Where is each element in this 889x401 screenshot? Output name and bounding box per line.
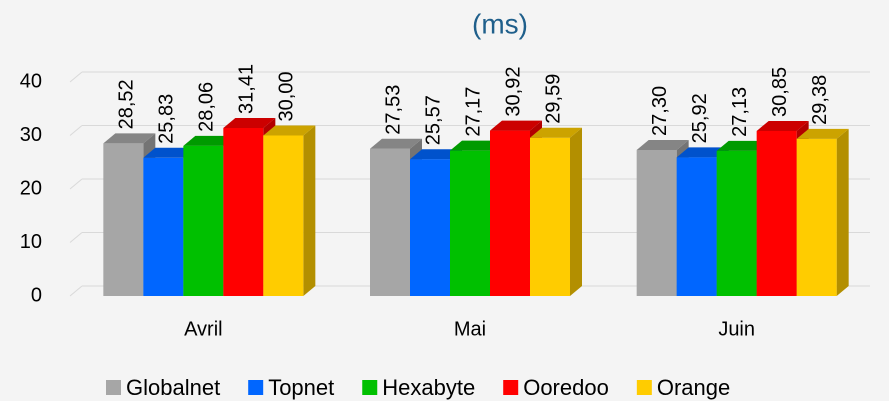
bar-top xyxy=(183,135,236,146)
bar-top xyxy=(490,120,542,131)
data-label: 28,52 xyxy=(116,79,138,129)
bar-top xyxy=(756,120,809,131)
bar-front xyxy=(490,130,530,296)
legend-swatch xyxy=(636,380,652,395)
bar xyxy=(263,125,316,296)
bar-top xyxy=(450,140,502,151)
data-label: 27,13 xyxy=(729,87,751,137)
bar-front xyxy=(636,149,677,296)
bar-top xyxy=(223,117,276,128)
legend-label: Hexabyte xyxy=(382,375,475,400)
y-tick-label: 20 xyxy=(20,177,42,199)
bar xyxy=(796,128,849,296)
bar-top xyxy=(796,128,849,139)
bar-side xyxy=(570,127,582,296)
data-label: 31,41 xyxy=(236,64,258,114)
bar-front xyxy=(143,157,184,296)
grid-line xyxy=(69,125,83,136)
chart-title: (ms) xyxy=(472,8,528,39)
bar-side xyxy=(836,128,849,296)
data-label: 30,85 xyxy=(769,67,791,117)
bar xyxy=(530,127,582,296)
bar-front xyxy=(410,159,450,296)
bar-front xyxy=(450,150,490,296)
bar-front xyxy=(676,157,717,296)
x-tick-label: Juin xyxy=(718,318,755,340)
bar-top xyxy=(103,133,156,144)
legend-label: Globalnet xyxy=(126,375,220,400)
data-label: 27,53 xyxy=(382,85,404,135)
legend-swatch xyxy=(362,380,378,395)
data-label: 29,38 xyxy=(809,75,831,125)
bar-top xyxy=(530,127,582,138)
y-tick-label: 30 xyxy=(20,124,42,146)
data-label: 29,59 xyxy=(542,74,564,124)
grid-line xyxy=(69,71,83,83)
legend-swatch xyxy=(106,380,121,395)
data-label: 25,92 xyxy=(689,93,711,143)
bar-front xyxy=(370,148,410,296)
data-label: 30,92 xyxy=(502,67,524,117)
data-label: 30,00 xyxy=(276,71,298,121)
legend-label: Ooredoo xyxy=(523,375,609,400)
bar-top xyxy=(263,125,316,136)
bar-front xyxy=(756,130,797,296)
data-label: 25,57 xyxy=(422,95,444,145)
data-label: 25,83 xyxy=(156,94,178,144)
legend-label: Topnet xyxy=(268,375,334,400)
bar-front xyxy=(263,135,304,296)
y-tick-label: 40 xyxy=(20,70,42,92)
bar-top xyxy=(370,138,422,149)
bar-front xyxy=(223,127,264,296)
bar-top xyxy=(143,147,196,158)
bar-front xyxy=(530,137,570,296)
bar-top xyxy=(716,140,769,151)
data-label: 27,30 xyxy=(649,86,671,136)
y-tick-label: 10 xyxy=(20,231,42,253)
bar-front xyxy=(716,150,757,296)
bar-top xyxy=(636,139,689,150)
grid-line xyxy=(69,285,83,297)
bar-top xyxy=(676,147,729,158)
x-tick-label: Avril xyxy=(184,318,223,340)
bar-front xyxy=(796,138,837,296)
x-tick-label: Mai xyxy=(454,318,486,340)
grid-line xyxy=(69,178,83,190)
bar-top xyxy=(410,149,462,160)
data-label: 27,17 xyxy=(462,87,484,137)
bar-front xyxy=(183,145,224,296)
grid-line xyxy=(69,232,83,243)
legend-swatch xyxy=(248,380,264,395)
bar-front xyxy=(103,143,144,296)
y-tick-label: 0 xyxy=(31,284,42,306)
legend-label: Orange xyxy=(657,375,730,400)
data-label: 28,06 xyxy=(196,82,218,132)
legend-swatch xyxy=(503,380,519,395)
bar-side xyxy=(303,125,316,296)
